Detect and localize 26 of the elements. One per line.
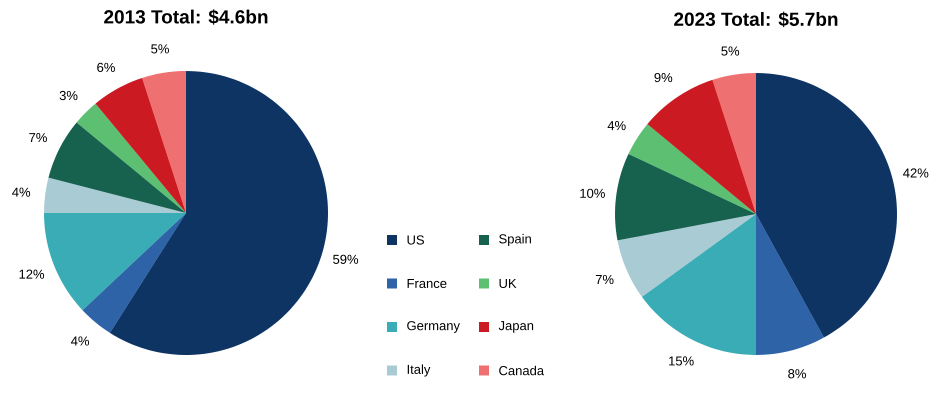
data-label: 15% <box>669 356 694 366</box>
legend-label: Japan <box>498 321 534 333</box>
legend-label: US <box>408 235 424 245</box>
legend-label: Italy <box>408 364 430 377</box>
data-label: 6% <box>97 62 115 72</box>
data-label: 8% <box>788 369 806 378</box>
data-label: 5% <box>721 46 740 56</box>
data-label: 4% <box>12 188 30 197</box>
data-label: 3% <box>60 90 78 100</box>
chart-title: 2013 Total: $4.6bn <box>104 9 268 25</box>
chart-title: 2023 Total: $5.7bn <box>674 12 838 28</box>
legend-label: UK <box>500 278 516 288</box>
data-label: 9% <box>654 72 672 82</box>
data-label: 10% <box>580 188 605 198</box>
legend-label: Germany <box>407 321 460 333</box>
legend-label: Canada <box>499 366 544 376</box>
data-label: 5% <box>151 44 169 54</box>
data-label: 12% <box>20 270 44 279</box>
legend-label: France <box>408 278 446 288</box>
data-label: 42% <box>903 168 928 178</box>
legend-label: Spain <box>499 234 531 246</box>
data-label: 4% <box>71 336 90 346</box>
data-label: 7% <box>596 274 614 284</box>
data-label: 4% <box>608 121 626 130</box>
data-label: 7% <box>29 133 47 142</box>
data-label: 59% <box>333 254 358 264</box>
